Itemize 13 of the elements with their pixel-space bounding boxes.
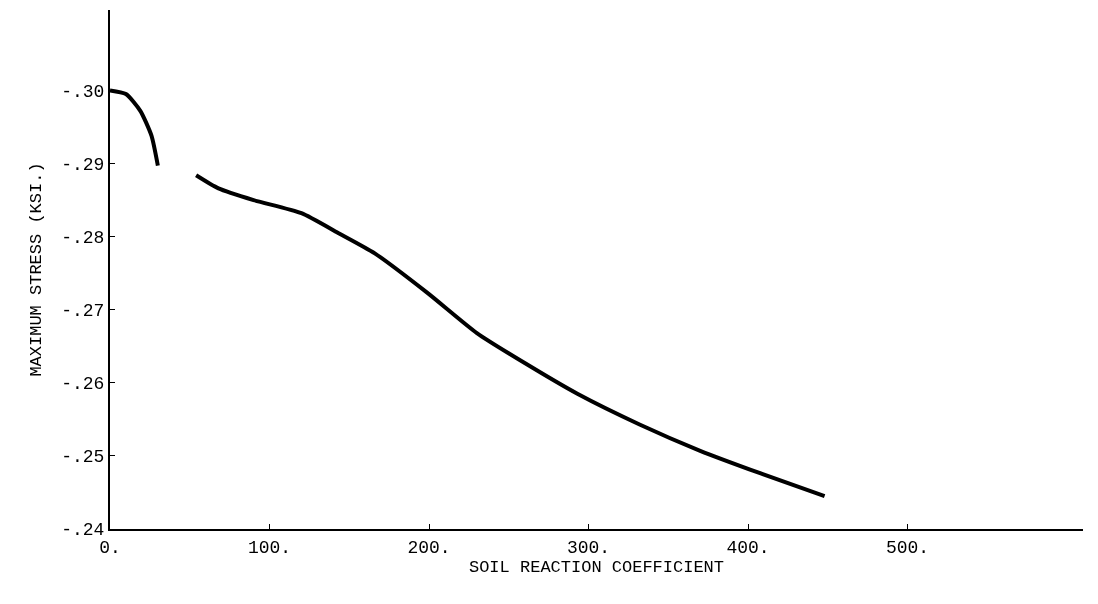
x-tick-label: 500. bbox=[885, 537, 930, 558]
x-tick-label: 200. bbox=[407, 537, 451, 558]
x-tick-label: 400. bbox=[726, 537, 770, 558]
y-axis-title: MAXIMUM STRESS (KSI.) bbox=[27, 162, 47, 377]
y-tick-label: -.27 bbox=[61, 301, 105, 321]
x-tick-label: 300. bbox=[566, 537, 611, 558]
x-tick-label: 100. bbox=[247, 537, 292, 558]
y-tick-label: -.28 bbox=[61, 227, 105, 248]
y-tick-label: -.30 bbox=[61, 81, 105, 102]
y-tick-label: -.26 bbox=[61, 374, 105, 395]
y-tick-label: -.25 bbox=[61, 447, 105, 468]
y-tick-label: -.29 bbox=[61, 154, 105, 175]
x-axis-title: SOIL REACTION COEFFICIENT bbox=[468, 558, 725, 578]
